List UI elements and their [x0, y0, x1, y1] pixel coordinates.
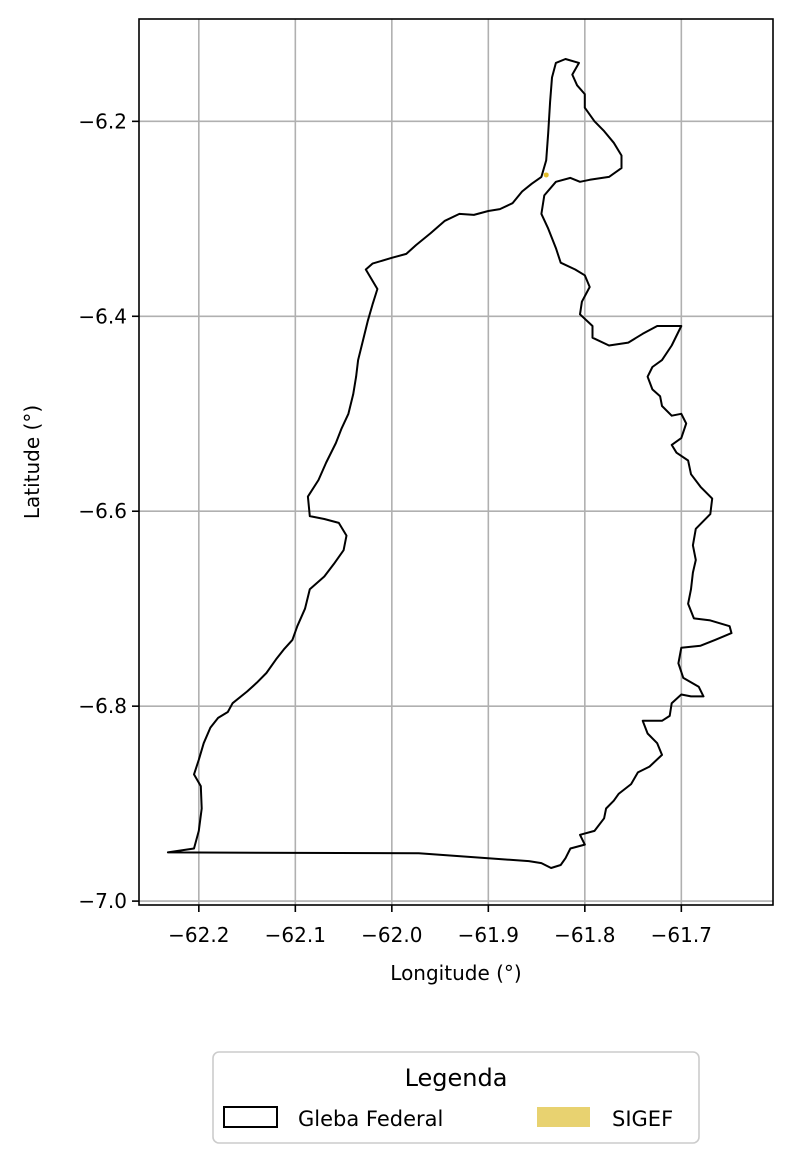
point-sigef — [543, 172, 549, 178]
x-axis-label: Longitude (°) — [390, 961, 521, 985]
y-tick-label: −6.6 — [78, 499, 127, 523]
y-tick-label: −6.8 — [78, 694, 127, 718]
polygon-gleba-federal — [166, 58, 733, 869]
legend-title: Legenda — [405, 1064, 508, 1092]
x-axis-ticks: −62.2 −62.1 −62.0 −61.9 −61.8 −61.7 — [168, 905, 712, 947]
x-tick-label: −62.2 — [168, 923, 229, 947]
x-tick-label: −61.7 — [651, 923, 712, 947]
x-tick-label: −62.1 — [265, 923, 326, 947]
x-tick-label: −62.0 — [361, 923, 422, 947]
legend-swatch-gleba-federal — [223, 1106, 278, 1128]
y-tick-label: −6.4 — [78, 304, 127, 328]
y-axis-label: Latitude (°) — [20, 405, 44, 519]
legend-label-sigef: SIGEF — [612, 1107, 673, 1131]
y-tick-label: −7.0 — [78, 889, 127, 913]
plot-frame — [138, 18, 774, 906]
y-axis-ticks: −6.2 −6.4 −6.6 −6.8 −7.0 — [78, 109, 139, 913]
legend: Legenda Gleba Federal SIGEF — [212, 1051, 700, 1144]
y-tick-label: −6.2 — [78, 109, 127, 133]
map-layers — [166, 58, 733, 869]
x-tick-label: −61.9 — [458, 923, 519, 947]
x-tick-label: −61.8 — [554, 923, 615, 947]
grid-lines — [139, 19, 773, 905]
legend-swatch-sigef — [537, 1107, 590, 1127]
legend-label-gleba-federal: Gleba Federal — [298, 1107, 443, 1131]
